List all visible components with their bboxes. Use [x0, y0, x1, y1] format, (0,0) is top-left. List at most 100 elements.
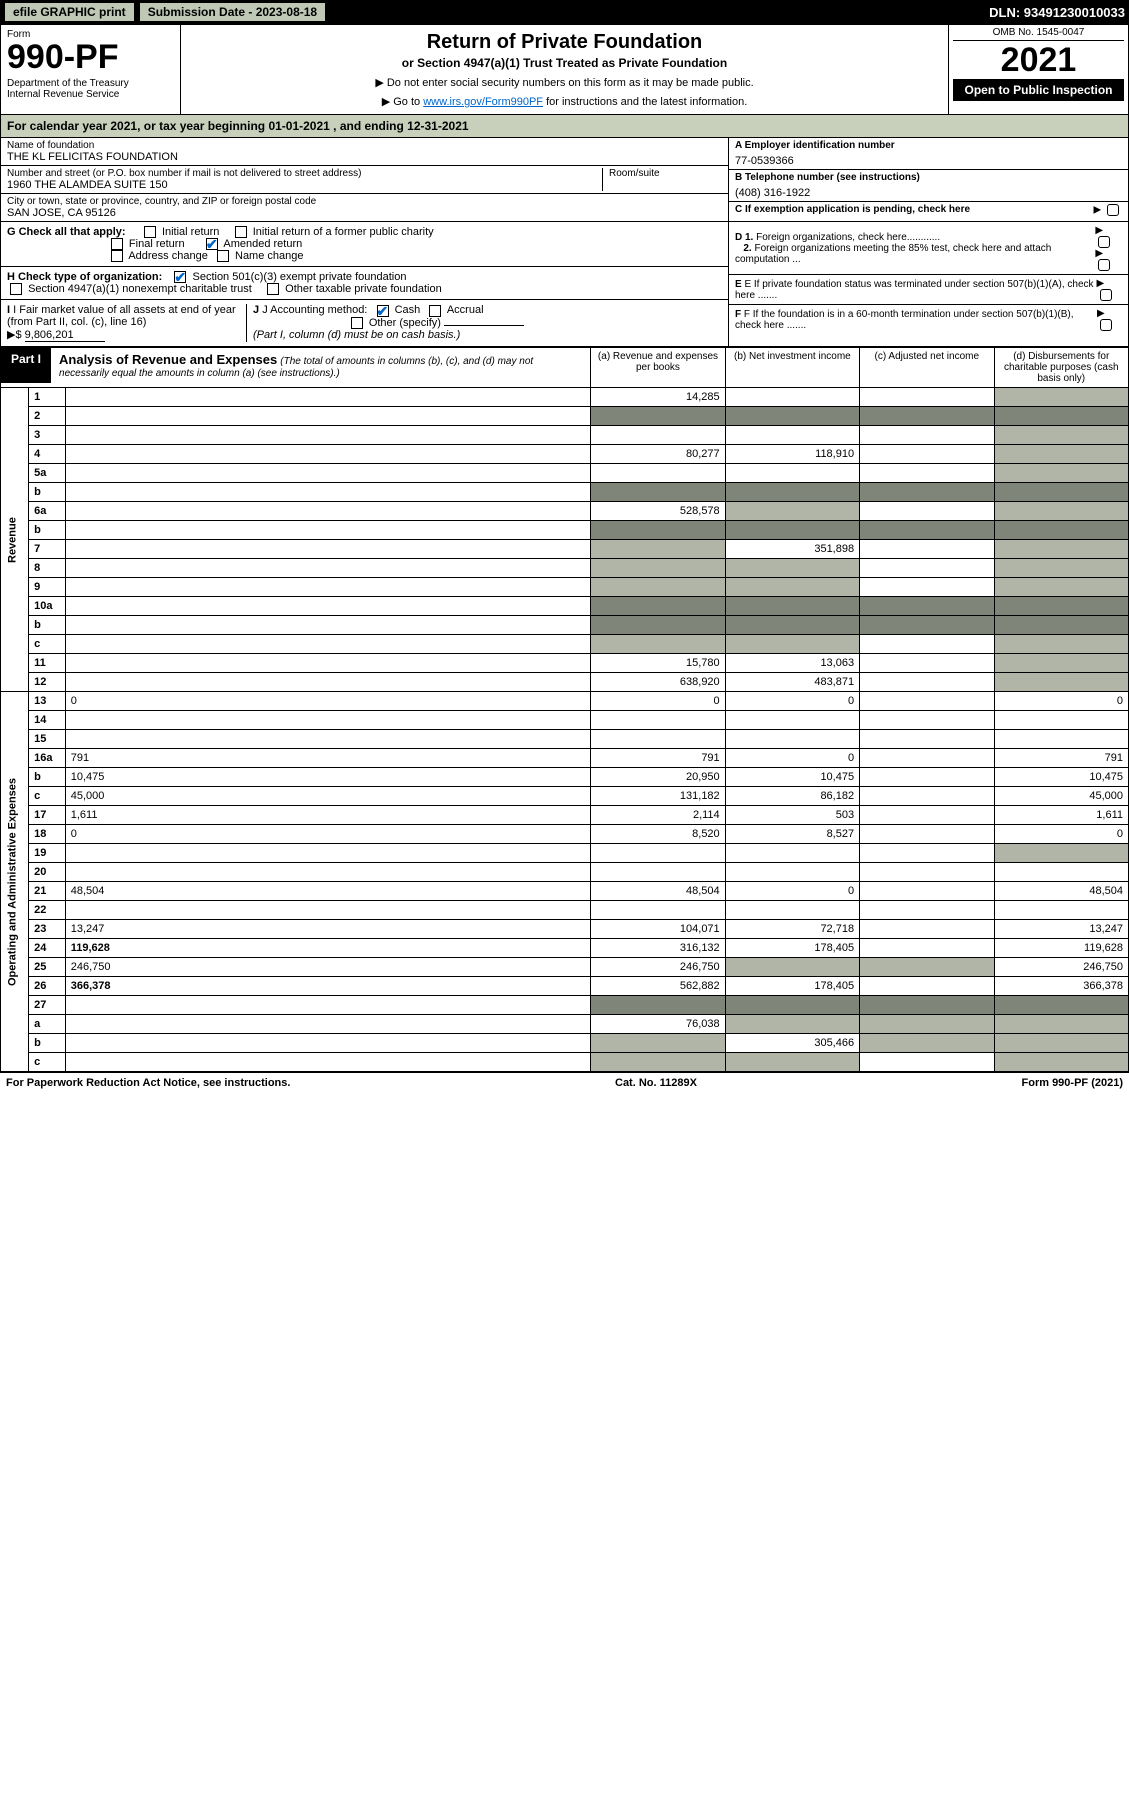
line-num: b — [29, 1034, 66, 1053]
line-num: 27 — [29, 996, 66, 1015]
line-desc — [65, 654, 591, 673]
chk-accrual[interactable] — [429, 305, 441, 317]
chk-cash[interactable] — [377, 305, 389, 317]
amt-d — [994, 578, 1128, 597]
check-section: G Check all that apply: Initial return I… — [0, 222, 1129, 347]
amt-a — [591, 635, 725, 654]
amt-b — [725, 388, 859, 407]
amt-d: 366,378 — [994, 977, 1128, 996]
amt-c — [860, 901, 994, 920]
amt-a: 80,277 — [591, 445, 725, 464]
irs-link[interactable]: www.irs.gov/Form990PF — [423, 96, 543, 108]
col-a: (a) Revenue and expenses per books — [591, 348, 725, 388]
line-num: 13 — [29, 692, 66, 711]
chk-initial-former[interactable] — [235, 226, 247, 238]
line-desc — [65, 635, 591, 654]
line-num: 8 — [29, 559, 66, 578]
chk-final[interactable] — [111, 238, 123, 250]
amt-a: 15,780 — [591, 654, 725, 673]
amt-d: 10,475 — [994, 768, 1128, 787]
amt-c — [860, 863, 994, 882]
chk-4947[interactable] — [10, 283, 22, 295]
chk-e[interactable] — [1100, 289, 1112, 301]
amt-c — [860, 920, 994, 939]
amt-a — [591, 426, 725, 445]
amt-c — [860, 939, 994, 958]
amt-d — [994, 1053, 1128, 1072]
amt-c — [860, 882, 994, 901]
line-desc — [65, 616, 591, 635]
line-desc: 791 — [65, 749, 591, 768]
g-row: G Check all that apply: Initial return I… — [1, 222, 728, 266]
chk-other-tax[interactable] — [267, 283, 279, 295]
amt-d — [994, 711, 1128, 730]
amt-c — [860, 578, 994, 597]
amt-a: 8,520 — [591, 825, 725, 844]
note-link: ▶ Go to www.irs.gov/Form990PF for instru… — [191, 95, 938, 108]
form-title: Return of Private Foundation — [191, 31, 938, 54]
line-desc: 10,475 — [65, 768, 591, 787]
amt-a — [591, 844, 725, 863]
chk-d2[interactable] — [1098, 259, 1110, 271]
amt-b: 118,910 — [725, 445, 859, 464]
amt-d: 119,628 — [994, 939, 1128, 958]
addr-label: Number and street (or P.O. box number if… — [7, 168, 602, 179]
amt-b: 72,718 — [725, 920, 859, 939]
amt-b: 8,527 — [725, 825, 859, 844]
amt-d — [994, 597, 1128, 616]
submission-btn[interactable]: Submission Date - 2023-08-18 — [139, 2, 326, 22]
amt-a — [591, 1053, 725, 1072]
chk-name[interactable] — [217, 250, 229, 262]
footer: For Paperwork Reduction Act Notice, see … — [0, 1072, 1129, 1093]
paperwork-notice: For Paperwork Reduction Act Notice, see … — [6, 1077, 290, 1089]
line-desc — [65, 844, 591, 863]
omb: OMB No. 1545-0047 — [953, 27, 1124, 41]
line-desc — [65, 426, 591, 445]
amt-b — [725, 1053, 859, 1072]
chk-amended[interactable] — [206, 238, 218, 250]
amt-a — [591, 597, 725, 616]
line-num: b — [29, 616, 66, 635]
amt-b — [725, 597, 859, 616]
amt-d: 791 — [994, 749, 1128, 768]
i-j-row: I I Fair market value of all assets at e… — [1, 299, 728, 346]
amt-c — [860, 388, 994, 407]
c-checkbox[interactable] — [1107, 204, 1119, 216]
line-desc — [65, 407, 591, 426]
line-desc: 1,611 — [65, 806, 591, 825]
chk-f[interactable] — [1100, 319, 1112, 331]
amt-c — [860, 1034, 994, 1053]
col-c: (c) Adjusted net income — [860, 348, 994, 388]
section-label: Revenue — [1, 388, 29, 692]
amt-b — [725, 958, 859, 977]
amt-a — [591, 559, 725, 578]
amt-b — [725, 635, 859, 654]
amt-b: 0 — [725, 749, 859, 768]
chk-other-acct[interactable] — [351, 317, 363, 329]
amt-a: 562,882 — [591, 977, 725, 996]
amt-c — [860, 521, 994, 540]
line-num: 26 — [29, 977, 66, 996]
top-bar: efile GRAPHIC print Submission Date - 20… — [0, 0, 1129, 24]
amt-a — [591, 711, 725, 730]
dln: DLN: 93491230010033 — [989, 5, 1125, 20]
amt-a — [591, 578, 725, 597]
note-ssn: ▶ Do not enter social security numbers o… — [191, 76, 938, 89]
amt-b — [725, 616, 859, 635]
line-desc — [65, 1053, 591, 1072]
line-desc — [65, 445, 591, 464]
line-num: b — [29, 521, 66, 540]
amt-a: 528,578 — [591, 502, 725, 521]
chk-address[interactable] — [111, 250, 123, 262]
amt-d: 13,247 — [994, 920, 1128, 939]
chk-501c3[interactable] — [174, 271, 186, 283]
amt-c — [860, 502, 994, 521]
efile-btn[interactable]: efile GRAPHIC print — [4, 2, 135, 22]
section-label: Operating and Administrative Expenses — [1, 692, 29, 1072]
chk-d1[interactable] — [1098, 236, 1110, 248]
line-desc: 119,628 — [65, 939, 591, 958]
amt-a: 20,950 — [591, 768, 725, 787]
amt-d — [994, 407, 1128, 426]
line-desc: 48,504 — [65, 882, 591, 901]
chk-initial[interactable] — [144, 226, 156, 238]
